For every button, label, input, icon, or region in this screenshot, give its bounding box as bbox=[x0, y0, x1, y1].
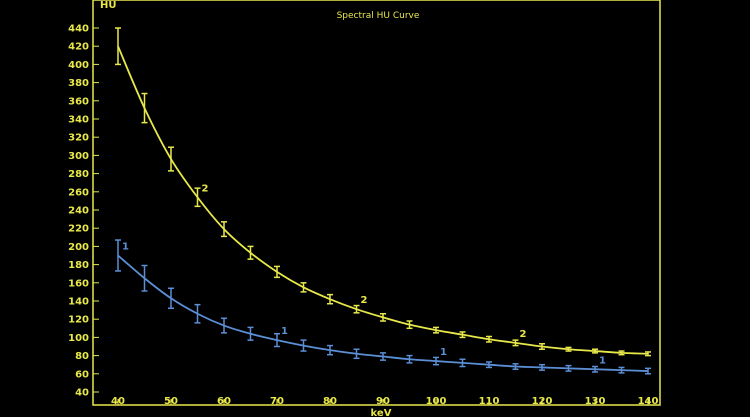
series-1-marker-label: 1 bbox=[599, 355, 606, 366]
x-tick-label: 130 bbox=[585, 396, 606, 407]
y-tick-label: 320 bbox=[68, 133, 89, 144]
series-1-marker-label: 1 bbox=[440, 347, 447, 358]
y-tick-label: 300 bbox=[68, 151, 89, 162]
series-layer: 2 2 2 1 1 1 1 bbox=[115, 27, 651, 375]
x-tick-label: 90 bbox=[376, 396, 390, 407]
x-tick-label: 80 bbox=[323, 396, 337, 407]
y-tick-label: 180 bbox=[68, 260, 89, 271]
x-tick-label: 140 bbox=[638, 396, 659, 407]
x-axis-label: keV bbox=[371, 408, 392, 417]
series-1: 1 1 1 1 bbox=[115, 239, 651, 375]
y-tick-label: 280 bbox=[68, 169, 89, 180]
x-tick-label: 60 bbox=[217, 396, 231, 407]
y-axis-label: HU bbox=[100, 0, 117, 11]
x-tick-label: 40 bbox=[111, 396, 125, 407]
y-tick-label: 120 bbox=[68, 315, 89, 326]
axes: 4060801001201401601802002202402602803003… bbox=[68, 24, 658, 408]
x-tick-label: 100 bbox=[426, 396, 447, 407]
x-tick-label: 50 bbox=[164, 396, 178, 407]
series-2-marker-label: 2 bbox=[361, 295, 368, 306]
series-2: 2 2 2 bbox=[115, 27, 651, 357]
x-tick-label: 120 bbox=[532, 396, 553, 407]
y-tick-label: 360 bbox=[68, 96, 89, 107]
y-tick-label: 260 bbox=[68, 187, 89, 198]
y-tick-label: 440 bbox=[68, 24, 89, 35]
chart-title: Spectral HU Curve bbox=[337, 11, 420, 21]
y-tick-label: 220 bbox=[68, 224, 89, 235]
series-1-marker-label: 1 bbox=[122, 242, 129, 253]
y-tick-label: 40 bbox=[75, 388, 89, 399]
series-2-marker-label: 2 bbox=[202, 183, 209, 194]
series-1-marker-label: 1 bbox=[281, 326, 288, 337]
y-tick-label: 380 bbox=[68, 78, 89, 89]
x-tick-label: 110 bbox=[479, 396, 500, 407]
y-tick-label: 240 bbox=[68, 206, 89, 217]
y-tick-label: 340 bbox=[68, 115, 89, 126]
y-tick-label: 60 bbox=[75, 369, 89, 380]
y-tick-label: 100 bbox=[68, 333, 89, 344]
y-tick-label: 200 bbox=[68, 242, 89, 253]
series-2-marker-label: 2 bbox=[520, 329, 527, 340]
y-tick-label: 140 bbox=[68, 297, 89, 308]
y-tick-label: 160 bbox=[68, 278, 89, 289]
y-tick-label: 400 bbox=[68, 60, 89, 71]
y-tick-label: 80 bbox=[75, 351, 89, 362]
plot-frame bbox=[92, 0, 661, 406]
y-tick-label: 420 bbox=[68, 42, 89, 53]
x-tick-label: 70 bbox=[270, 396, 284, 407]
